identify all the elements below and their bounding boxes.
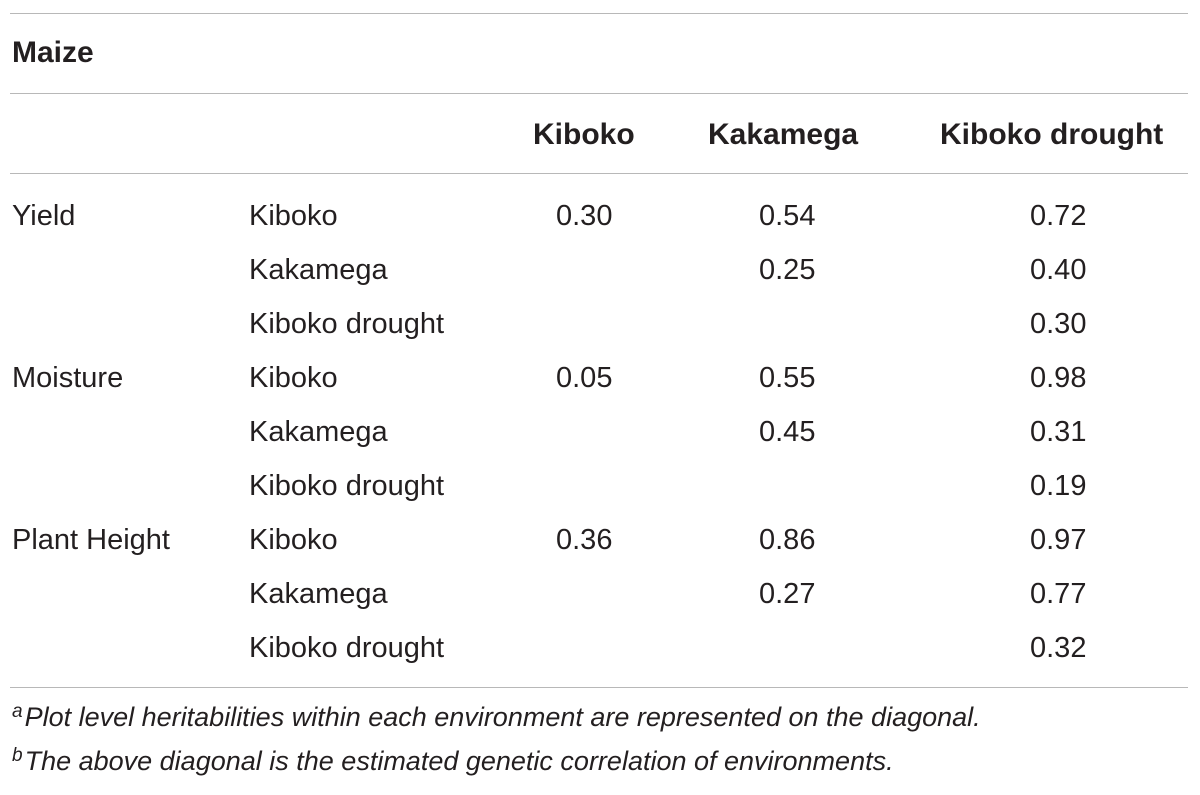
footnote-text: Plot level heritabilities within each en… (24, 702, 981, 732)
environment-cell: Kakamega (249, 578, 388, 610)
kiboko-drought-value-cell: 0.40 (1030, 254, 1087, 286)
footnote-marker: a (12, 701, 23, 722)
kiboko-drought-value-cell: 0.72 (1030, 200, 1087, 232)
column-header-kakamega: Kakamega (708, 118, 859, 151)
kiboko-drought-value-cell: 0.32 (1030, 632, 1087, 664)
kakamega-value-cell: 0.25 (759, 254, 816, 286)
kiboko-drought-value-cell: 0.97 (1030, 524, 1087, 556)
environment-cell: Kakamega (249, 416, 388, 448)
table-row: Kakamega 0.27 0.77 (0, 574, 1200, 628)
kiboko-value-cell: 0.05 (556, 362, 613, 394)
footnote-text: The above diagonal is the estimated gene… (24, 746, 894, 776)
column-header-kiboko-drought: Kiboko drought (940, 118, 1164, 151)
trait-cell: Moisture (12, 362, 124, 394)
environment-cell: Kiboko drought (249, 308, 445, 340)
environment-cell: Kiboko drought (249, 632, 445, 664)
caption-rule (10, 93, 1188, 94)
kiboko-value-cell: 0.36 (556, 524, 613, 556)
environment-cell: Kiboko drought (249, 470, 445, 502)
table-row: Kiboko drought 0.32 (0, 628, 1200, 682)
table-row: Kakamega 0.25 0.40 (0, 250, 1200, 304)
footnote-marker: b (12, 745, 23, 766)
environment-cell: Kiboko (249, 362, 338, 394)
kakamega-value-cell: 0.27 (759, 578, 816, 610)
environment-cell: Kiboko (249, 200, 338, 232)
kakamega-value-cell: 0.54 (759, 200, 816, 232)
table-row: Plant Height Kiboko 0.36 0.86 0.97 (0, 520, 1200, 574)
environment-cell: Kakamega (249, 254, 388, 286)
header-rule (10, 173, 1188, 174)
trait-cell: Yield (12, 200, 76, 232)
table-row: Kakamega 0.45 0.31 (0, 412, 1200, 466)
footnote-a: aPlot level heritabilities within each e… (12, 700, 981, 734)
kakamega-value-cell: 0.86 (759, 524, 816, 556)
kakamega-value-cell: 0.55 (759, 362, 816, 394)
column-header-kiboko: Kiboko (533, 118, 635, 151)
table-row: Kiboko drought 0.19 (0, 466, 1200, 520)
table-row: Kiboko drought 0.30 (0, 304, 1200, 358)
kiboko-drought-value-cell: 0.30 (1030, 308, 1087, 340)
table-caption: Maize (12, 36, 94, 69)
kiboko-drought-value-cell: 0.98 (1030, 362, 1087, 394)
kakamega-value-cell: 0.45 (759, 416, 816, 448)
table-row: Yield Kiboko 0.30 0.54 0.72 (0, 196, 1200, 250)
kiboko-drought-value-cell: 0.19 (1030, 470, 1087, 502)
kiboko-value-cell: 0.30 (556, 200, 613, 232)
trait-cell: Plant Height (12, 524, 170, 556)
kiboko-drought-value-cell: 0.77 (1030, 578, 1087, 610)
environment-cell: Kiboko (249, 524, 338, 556)
bottom-rule (10, 687, 1188, 688)
kiboko-drought-value-cell: 0.31 (1030, 416, 1087, 448)
table-row: Moisture Kiboko 0.05 0.55 0.98 (0, 358, 1200, 412)
footnote-b: bThe above diagonal is the estimated gen… (12, 744, 894, 778)
top-rule (10, 13, 1188, 14)
